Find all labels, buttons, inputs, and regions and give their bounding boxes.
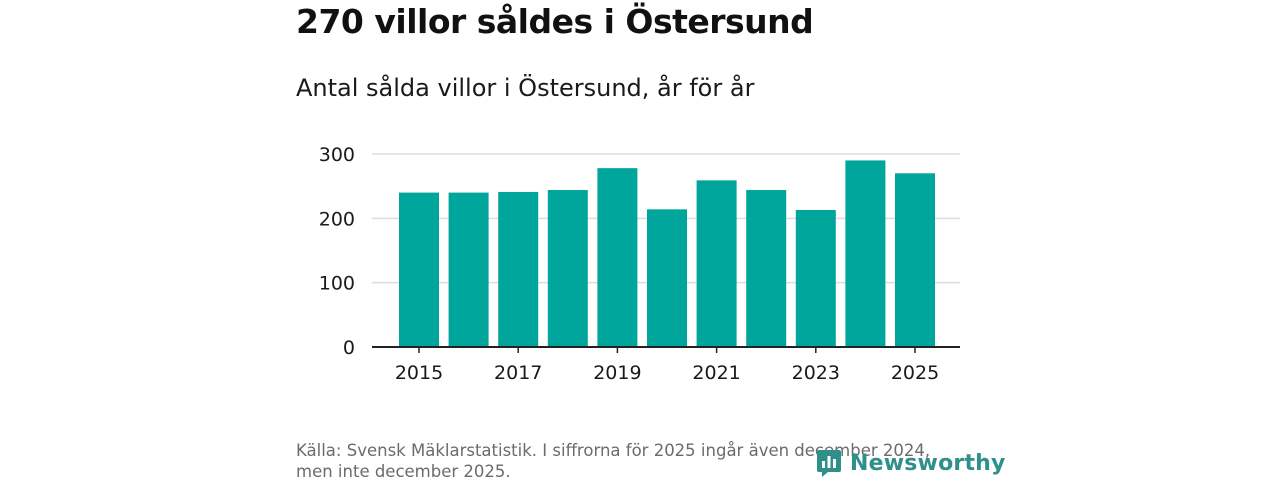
x-tick-label: 2023: [792, 362, 840, 384]
bar-2019: [597, 168, 638, 347]
bar-2022: [746, 190, 787, 347]
bar-2017: [498, 191, 539, 347]
y-tick-label: 100: [319, 273, 355, 295]
bar-2015: [399, 192, 439, 347]
chart-subtitle: Antal sålda villor i Östersund, år för å…: [296, 74, 755, 102]
bar-2018: [547, 190, 588, 347]
bar-2016: [448, 192, 489, 347]
x-tick-label: 2017: [494, 362, 542, 384]
bar-2024: [845, 160, 886, 347]
bar-chart: 0 100 200 300 2015 2017 2019 2021 2023 2025: [319, 144, 960, 384]
y-tick-label: 300: [319, 144, 355, 166]
source-line-1: Källa: Svensk Mäklarstatistik. I siffror…: [296, 441, 931, 460]
logo-text: Newsworthy: [850, 450, 1006, 476]
bar-2020: [647, 209, 687, 347]
chart-title: 270 villor såldes i Östersund: [296, 2, 814, 41]
x-tick-label: 2021: [692, 362, 740, 384]
newsworthy-logo-icon: [817, 450, 841, 477]
y-tick-label: 200: [319, 208, 355, 230]
newsworthy-logo: Newsworthy: [816, 448, 1006, 478]
y-tick-label: 0: [343, 337, 355, 359]
source-line-2: men inte december 2025.: [296, 462, 511, 481]
bar-2021: [696, 180, 737, 347]
x-tick-label: 2025: [891, 362, 939, 384]
bar-2023: [795, 209, 836, 347]
source-note: Källa: Svensk Mäklarstatistik. I siffror…: [296, 440, 956, 482]
x-tick-label: 2019: [593, 362, 641, 384]
bar-2025: [895, 173, 935, 347]
x-tick-label: 2015: [395, 362, 443, 384]
